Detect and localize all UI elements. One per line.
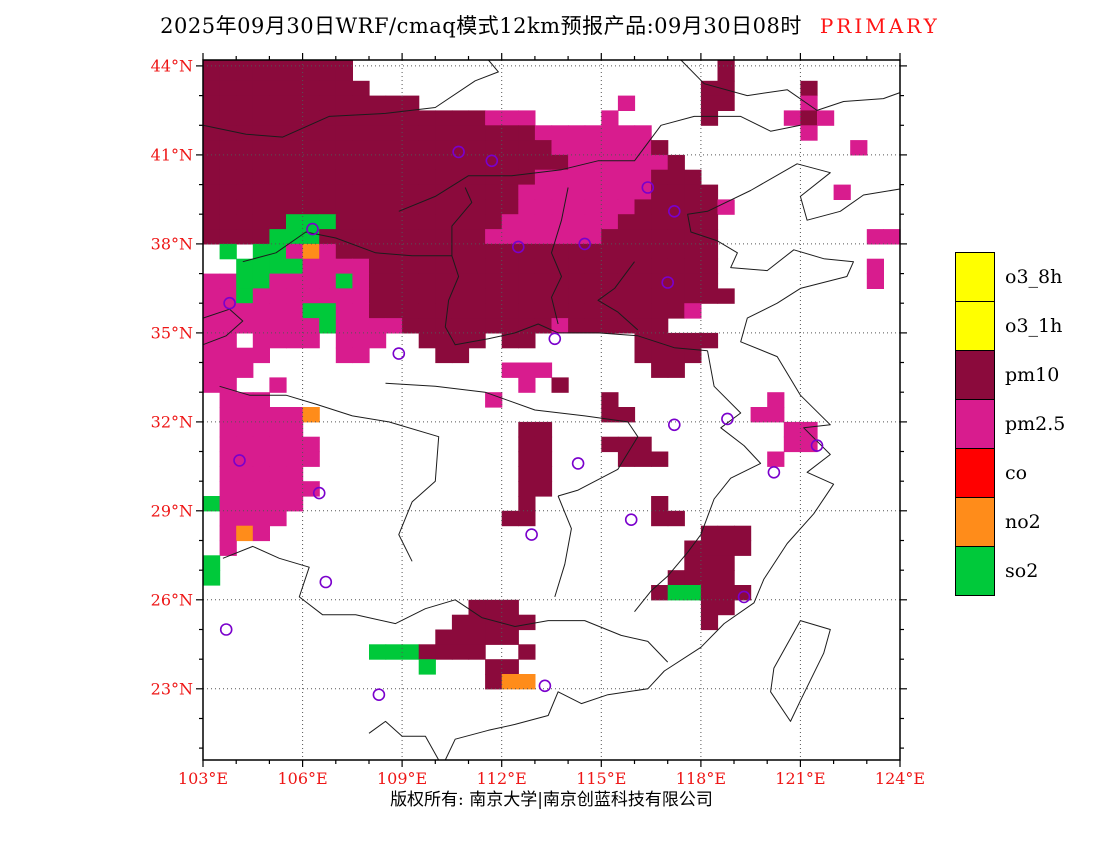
svg-text:26°N: 26°N: [151, 590, 193, 609]
legend-swatch-pm10: [955, 350, 995, 400]
svg-text:121°E: 121°E: [775, 769, 825, 788]
svg-text:35°N: 35°N: [151, 323, 193, 342]
legend-label-pm25: pm2.5: [1005, 413, 1066, 435]
legend: o3_8h o3_1h pm10 pm2.5 co no2 so2: [955, 252, 1100, 596]
legend-item-o3_8h: o3_8h: [955, 252, 1100, 302]
copyright-footer: 版权所有: 南京大学|南京创蓝科技有限公司: [390, 790, 713, 810]
graticule: [203, 60, 900, 760]
legend-label-co: co: [1005, 462, 1028, 484]
title-main: 2025年09月30日WRF/cmaq模式12km预报产品:09月30日08时: [160, 14, 802, 38]
svg-text:32°N: 32°N: [151, 412, 193, 431]
legend-swatch-pm25: [955, 399, 995, 449]
svg-text:115°E: 115°E: [576, 769, 626, 788]
svg-text:112°E: 112°E: [477, 769, 527, 788]
svg-text:118°E: 118°E: [676, 769, 726, 788]
station-markers: [219, 145, 824, 702]
legend-label-o3_8h: o3_8h: [1005, 266, 1063, 288]
legend-item-pm25: pm2.5: [955, 399, 1100, 449]
legend-label-no2: no2: [1005, 511, 1041, 533]
svg-text:124°E: 124°E: [875, 769, 925, 788]
legend-label-pm10: pm10: [1005, 364, 1060, 386]
svg-text:38°N: 38°N: [151, 234, 193, 253]
title-highlight: PRIMARY: [819, 14, 940, 38]
map-frame: [202, 59, 901, 761]
legend-label-so2: so2: [1005, 560, 1039, 582]
page-title: 2025年09月30日WRF/cmaq模式12km预报产品:09月30日08时 P…: [0, 10, 1100, 40]
legend-item-o3_1h: o3_1h: [955, 301, 1100, 351]
legend-swatch-o3_1h: [955, 301, 995, 351]
legend-item-so2: so2: [955, 546, 1100, 596]
pollutant-grid: [203, 60, 901, 690]
province-boundaries: [202, 59, 901, 761]
svg-text:41°N: 41°N: [151, 145, 193, 164]
svg-text:109°E: 109°E: [377, 769, 427, 788]
legend-swatch-co: [955, 448, 995, 498]
legend-swatch-no2: [955, 497, 995, 547]
svg-text:44°N: 44°N: [151, 56, 193, 75]
axis-labels: 44°N 41°N 38°N 35°N 32°N 29°N 26°N 23°N 103°E 106…: [151, 56, 925, 788]
svg-text:103°E: 103°E: [178, 769, 228, 788]
legend-item-co: co: [955, 448, 1100, 498]
legend-label-o3_1h: o3_1h: [1005, 315, 1063, 337]
legend-item-pm10: pm10: [955, 350, 1100, 400]
legend-swatch-so2: [955, 546, 995, 596]
svg-text:23°N: 23°N: [151, 679, 193, 698]
legend-item-no2: no2: [955, 497, 1100, 547]
svg-text:106°E: 106°E: [277, 769, 327, 788]
legend-swatch-o3_8h: [955, 252, 995, 302]
svg-text:29°N: 29°N: [151, 501, 193, 520]
